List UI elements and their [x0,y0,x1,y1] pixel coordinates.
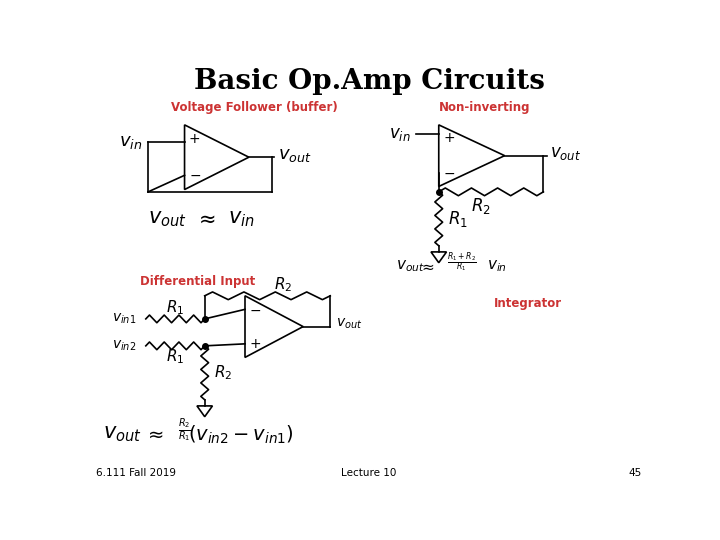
Text: $R_1$: $R_1$ [166,299,184,318]
Text: $v_{out}$: $v_{out}$ [148,209,187,228]
Text: $-$: $-$ [189,168,201,183]
Text: 6.111 Fall 2019: 6.111 Fall 2019 [96,468,176,478]
Text: $\approx$: $\approx$ [194,209,215,229]
Text: $v_{out}$: $v_{out}$ [277,146,311,164]
Text: +: + [189,132,200,146]
Text: 45: 45 [629,468,642,478]
Text: $v_{out}$: $v_{out}$ [336,317,363,332]
Text: $R_2$: $R_2$ [472,195,491,215]
Text: Basic Op.Amp Circuits: Basic Op.Amp Circuits [194,68,544,95]
Text: $v_{in}$: $v_{in}$ [119,133,142,151]
Text: $v_{in}$: $v_{in}$ [487,259,507,274]
Text: $\approx$: $\approx$ [144,425,164,444]
Text: Non-inverting: Non-inverting [438,100,530,113]
Text: $v_{in}$: $v_{in}$ [228,209,254,228]
Text: $\frac{R_1+R_2}{R_1}$: $\frac{R_1+R_2}{R_1}$ [447,250,477,274]
Text: $v_{out}$: $v_{out}$ [396,259,425,274]
Text: $\approx$: $\approx$ [419,259,435,274]
Text: $R_2$: $R_2$ [214,363,233,382]
Text: Differential Input: Differential Input [140,275,256,288]
Text: $+$: $+$ [249,337,261,351]
Text: Integrator: Integrator [494,297,562,310]
Text: $-$: $-$ [249,302,261,316]
Text: $v_{out}$: $v_{out}$ [103,424,142,444]
Text: $v_{in1}$: $v_{in1}$ [112,312,136,326]
Text: Lecture 10: Lecture 10 [341,468,397,478]
Text: +: + [443,131,454,145]
Text: $v_{out}$: $v_{out}$ [549,145,581,162]
Text: $R_1$: $R_1$ [448,209,468,229]
Text: $-$: $-$ [443,166,455,180]
Text: $R_1$: $R_1$ [166,347,184,366]
Text: $v_{in}$: $v_{in}$ [390,126,411,143]
Text: $v_{in2}$: $v_{in2}$ [112,339,136,353]
Text: $\frac{R_2}{R_1}$: $\frac{R_2}{R_1}$ [178,416,192,444]
Text: $\left(v_{in2} - v_{in1}\right)$: $\left(v_{in2} - v_{in1}\right)$ [188,423,294,446]
Text: Voltage Follower (buffer): Voltage Follower (buffer) [171,100,338,113]
Text: $R_2$: $R_2$ [274,275,292,294]
